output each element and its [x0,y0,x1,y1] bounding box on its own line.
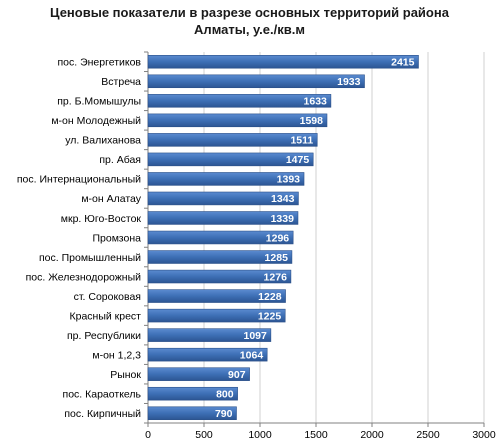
category-label: пос. Энергетиков [57,57,141,69]
category-label: пр. Б.Момышулы [57,96,141,108]
bar [147,94,332,108]
value-label: 1276 [264,271,288,283]
bar [147,308,286,323]
bar [147,289,286,303]
value-label: 1343 [271,193,295,205]
value-label: 1225 [258,310,282,322]
value-label: 1633 [304,96,328,108]
category-label: пр. Республики [67,330,141,342]
chart-title: Ценовые показатели в разрезе основных те… [50,5,449,37]
value-label: 1475 [286,154,310,166]
bar [147,74,365,89]
category-label: ул. Валиханова [65,135,141,147]
bar [147,55,419,69]
x-tick-label: 1000 [248,429,272,441]
value-label: 1296 [266,232,290,244]
category-label: Встреча [101,76,141,88]
value-label: 2415 [391,57,415,69]
x-tick-label: 2000 [360,429,384,441]
bar [147,152,314,167]
category-label: Промзона [92,232,141,244]
category-label: пос. Кирпичный [64,408,141,420]
value-label: 1598 [300,115,324,127]
value-label: 1339 [271,213,295,225]
value-label: 1285 [265,252,289,264]
x-tick-label: 500 [195,429,213,441]
bar [147,113,328,128]
category-label: Красный крест [69,310,141,322]
category-label: пр. Абая [99,154,141,166]
bar [147,191,299,206]
x-tick-label: 1500 [304,429,328,441]
bar [147,406,237,420]
category-label: м-он Молодежный [51,115,141,127]
bar [147,328,272,342]
value-label: 1933 [337,76,361,88]
bar [147,211,299,225]
bar [147,172,305,186]
value-label: 1393 [277,174,301,186]
category-label: Рынок [110,369,141,381]
category-label: пос. Промышленный [39,252,141,264]
category-label: пос. Железнодорожный [26,271,142,283]
value-label: 907 [228,369,246,381]
x-tick-label: 3000 [472,429,496,441]
category-label: м-он Алатау [81,193,141,205]
bar [147,347,268,362]
bar [147,250,293,264]
value-label: 800 [216,389,234,401]
value-label: 1064 [240,349,264,361]
bar [147,367,250,381]
bar [147,386,238,401]
value-label: 1228 [258,291,282,303]
value-label: 1511 [290,135,313,147]
category-label: мкр. Юго-Восток [61,213,142,225]
bar [147,133,318,147]
value-label: 790 [215,408,233,420]
x-tick-label: 0 [145,429,151,441]
x-tick-label: 2500 [416,429,440,441]
category-label: пос. Интернациональный [17,174,141,186]
bar [147,269,292,284]
bar [147,230,294,245]
category-label: ст. Сороковая [74,291,141,303]
value-label: 1097 [244,330,268,342]
category-label: м-он 1,2,3 [92,349,141,361]
category-label: пос. Караоткель [63,389,142,401]
